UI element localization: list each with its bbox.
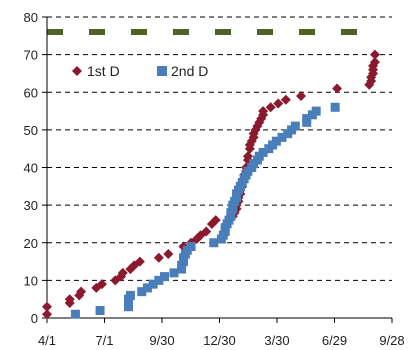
- y-tick-label-50: 50: [24, 123, 38, 138]
- point-1st-d-61: [369, 57, 380, 68]
- x-tick-label-5: 6/29: [322, 333, 347, 348]
- point-2nd-d-52: [302, 114, 312, 124]
- y-tick-label-10: 10: [24, 273, 38, 288]
- x-tick-label-4: 3/30: [264, 333, 289, 348]
- point-2nd-d-0: [70, 309, 80, 319]
- point-2nd-d-1: [95, 305, 105, 315]
- y-tick-label-70: 70: [24, 48, 38, 63]
- point-1st-d-38: [242, 151, 253, 162]
- point-1st-d-51: [273, 98, 284, 109]
- point-2nd-d-43: [258, 147, 268, 157]
- point-2nd-d-54: [311, 106, 321, 116]
- point-2nd-d-55: [330, 102, 340, 112]
- legend-marker-2nd-d: [157, 66, 167, 76]
- point-2nd-d-50: [290, 121, 300, 131]
- legend-label-2nd-d: 2nd D: [171, 63, 208, 79]
- x-tick-labels: 4/1 7/1 9/30 12/30 3/30 6/29 9/28: [38, 333, 405, 348]
- point-2nd-d-46: [271, 136, 281, 146]
- point-2nd-d-9: [154, 275, 164, 285]
- point-1st-d-20: [201, 226, 212, 237]
- x-tick-label-3: 12/30: [203, 333, 236, 348]
- point-1st-d-53: [296, 91, 307, 102]
- point-1st-d-14: [153, 252, 164, 263]
- x-tick-label-0: 4/1: [38, 333, 56, 348]
- point-2nd-d-19: [209, 238, 219, 248]
- point-1st-d-0: [42, 309, 52, 320]
- x-tick-label-1: 7/1: [95, 333, 113, 348]
- point-1st-d-10: [117, 267, 128, 278]
- point-1st-d-54: [332, 83, 343, 94]
- y-tick-label-60: 60: [24, 85, 38, 100]
- point-2nd-d-8: [148, 279, 158, 289]
- point-1st-d-13: [134, 256, 145, 267]
- point-2nd-d-18: [186, 242, 196, 252]
- point-2nd-d-5: [125, 290, 135, 300]
- point-2nd-d-6: [137, 287, 147, 297]
- point-1st-d-50: [265, 102, 276, 113]
- axis-layer: [42, 16, 393, 323]
- point-1st-d-3: [64, 294, 75, 305]
- legend: 1st D 2nd D: [72, 63, 208, 79]
- y-tick-label-0: 0: [31, 311, 38, 326]
- legend-marker-1st-d: [72, 66, 82, 76]
- y-tick-labels: 0 10 20 30 40 50 60 70 80: [24, 10, 38, 326]
- point-1st-d-5: [76, 286, 87, 297]
- x-tick-label-2: 9/30: [149, 333, 174, 348]
- point-1st-d-22: [210, 215, 221, 226]
- y-tick-label-30: 30: [24, 198, 38, 213]
- legend-label-1st-d: 1st D: [87, 63, 120, 79]
- point-1st-d-62: [369, 49, 380, 60]
- series-1: [70, 102, 340, 319]
- y-tick-label-20: 20: [24, 236, 38, 251]
- y-tick-label-40: 40: [24, 161, 38, 176]
- series-layer: [42, 49, 380, 320]
- y-tick-label-80: 80: [24, 10, 38, 25]
- point-1st-d-52: [280, 94, 291, 105]
- point-2nd-d-7: [142, 283, 152, 293]
- point-1st-d-7: [96, 279, 107, 290]
- point-1st-d-49: [258, 106, 269, 117]
- x-tick-label-6: 9/28: [379, 333, 404, 348]
- point-2nd-d-10: [160, 272, 170, 282]
- series-0: [42, 49, 380, 320]
- point-1st-d-15: [163, 249, 174, 260]
- point-1st-d-1: [42, 301, 52, 312]
- point-2nd-d-11: [169, 268, 179, 278]
- point-2nd-d-47: [277, 132, 287, 142]
